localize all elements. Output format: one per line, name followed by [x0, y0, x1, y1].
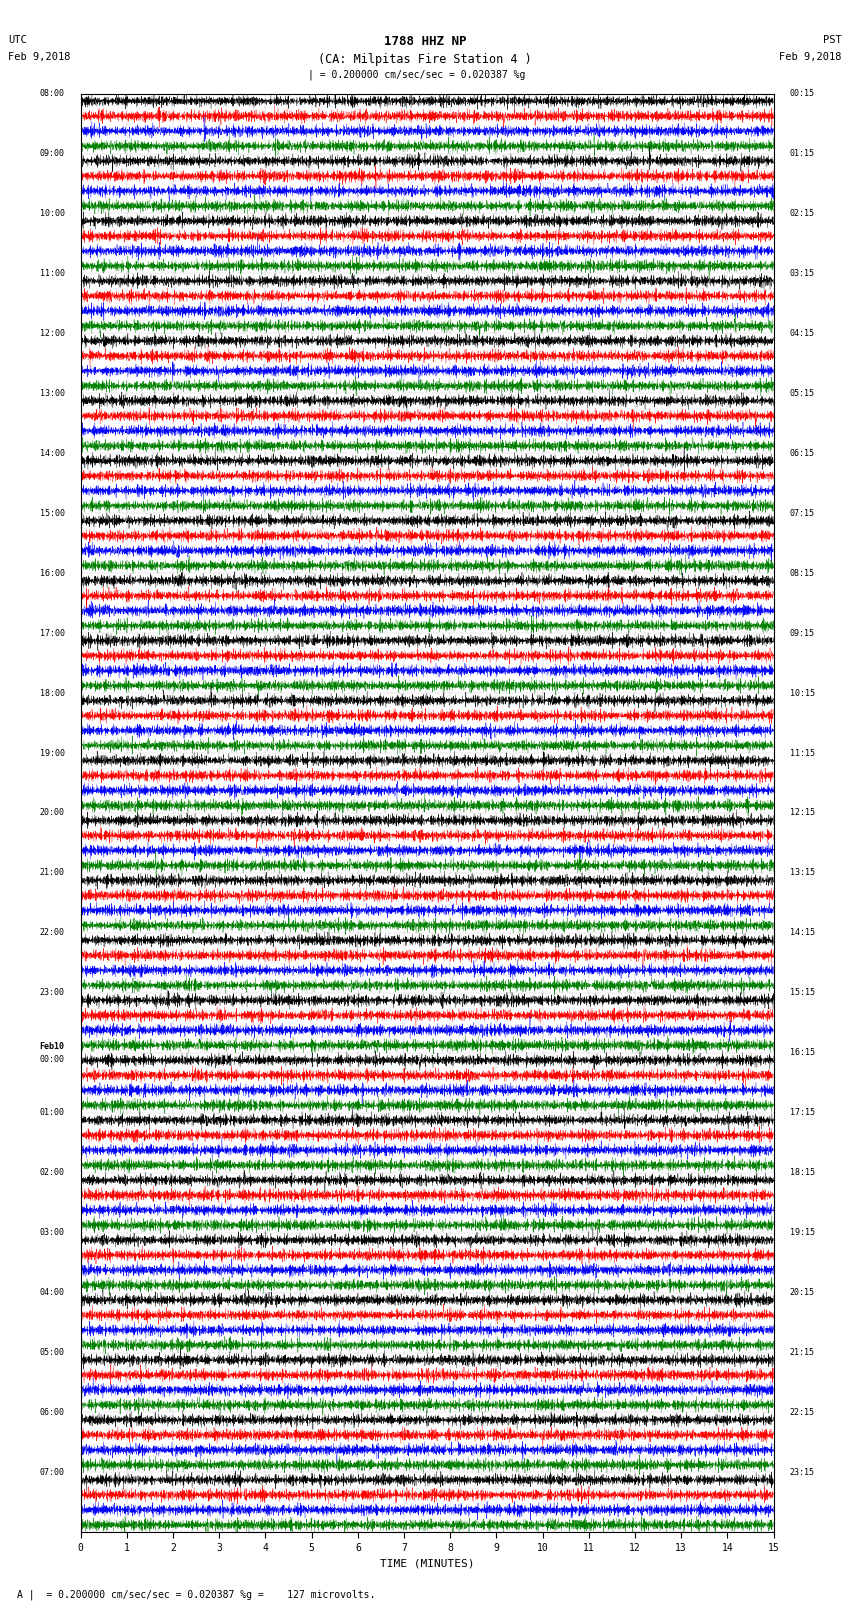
- Text: 18:15: 18:15: [790, 1168, 814, 1177]
- Text: 11:15: 11:15: [790, 748, 814, 758]
- Text: 15:15: 15:15: [790, 989, 814, 997]
- Text: 16:00: 16:00: [40, 569, 65, 577]
- Text: Feb10: Feb10: [40, 1042, 65, 1050]
- Text: 21:00: 21:00: [40, 868, 65, 877]
- Text: | = 0.200000 cm/sec/sec = 0.020387 %g: | = 0.200000 cm/sec/sec = 0.020387 %g: [308, 69, 525, 81]
- Text: 14:00: 14:00: [40, 448, 65, 458]
- Text: 20:15: 20:15: [790, 1289, 814, 1297]
- Text: 09:15: 09:15: [790, 629, 814, 637]
- Text: 15:00: 15:00: [40, 508, 65, 518]
- Text: 19:00: 19:00: [40, 748, 65, 758]
- Text: 17:00: 17:00: [40, 629, 65, 637]
- Text: 13:00: 13:00: [40, 389, 65, 398]
- Text: 10:15: 10:15: [790, 689, 814, 697]
- Text: 1788 HHZ NP: 1788 HHZ NP: [383, 35, 467, 48]
- Text: 02:15: 02:15: [790, 210, 814, 218]
- Text: 23:15: 23:15: [790, 1468, 814, 1478]
- Text: Feb 9,2018: Feb 9,2018: [8, 52, 71, 61]
- Text: 13:15: 13:15: [790, 868, 814, 877]
- X-axis label: TIME (MINUTES): TIME (MINUTES): [380, 1558, 474, 1568]
- Text: 07:15: 07:15: [790, 508, 814, 518]
- Text: A |  = 0.200000 cm/sec/sec = 0.020387 %g =    127 microvolts.: A | = 0.200000 cm/sec/sec = 0.020387 %g …: [17, 1589, 376, 1600]
- Text: 21:15: 21:15: [790, 1348, 814, 1357]
- Text: PST: PST: [823, 35, 842, 45]
- Text: 03:00: 03:00: [40, 1227, 65, 1237]
- Text: 17:15: 17:15: [790, 1108, 814, 1118]
- Text: 23:00: 23:00: [40, 989, 65, 997]
- Text: 00:15: 00:15: [790, 89, 814, 98]
- Text: 04:15: 04:15: [790, 329, 814, 337]
- Text: 20:00: 20:00: [40, 808, 65, 818]
- Text: 19:15: 19:15: [790, 1227, 814, 1237]
- Text: 03:15: 03:15: [790, 269, 814, 277]
- Text: 14:15: 14:15: [790, 929, 814, 937]
- Text: 18:00: 18:00: [40, 689, 65, 697]
- Text: 10:00: 10:00: [40, 210, 65, 218]
- Text: Feb 9,2018: Feb 9,2018: [779, 52, 842, 61]
- Text: 09:00: 09:00: [40, 148, 65, 158]
- Text: 06:15: 06:15: [790, 448, 814, 458]
- Text: 04:00: 04:00: [40, 1289, 65, 1297]
- Text: 01:15: 01:15: [790, 148, 814, 158]
- Text: 07:00: 07:00: [40, 1468, 65, 1478]
- Text: 02:00: 02:00: [40, 1168, 65, 1177]
- Text: 06:00: 06:00: [40, 1408, 65, 1416]
- Text: 12:15: 12:15: [790, 808, 814, 818]
- Text: (CA: Milpitas Fire Station 4 ): (CA: Milpitas Fire Station 4 ): [318, 53, 532, 66]
- Text: 16:15: 16:15: [790, 1048, 814, 1057]
- Text: 11:00: 11:00: [40, 269, 65, 277]
- Text: 05:15: 05:15: [790, 389, 814, 398]
- Text: 22:00: 22:00: [40, 929, 65, 937]
- Text: 05:00: 05:00: [40, 1348, 65, 1357]
- Text: 08:15: 08:15: [790, 569, 814, 577]
- Text: UTC: UTC: [8, 35, 27, 45]
- Text: 08:00: 08:00: [40, 89, 65, 98]
- Text: 01:00: 01:00: [40, 1108, 65, 1118]
- Text: 12:00: 12:00: [40, 329, 65, 337]
- Text: 00:00: 00:00: [40, 1055, 65, 1065]
- Text: 22:15: 22:15: [790, 1408, 814, 1416]
